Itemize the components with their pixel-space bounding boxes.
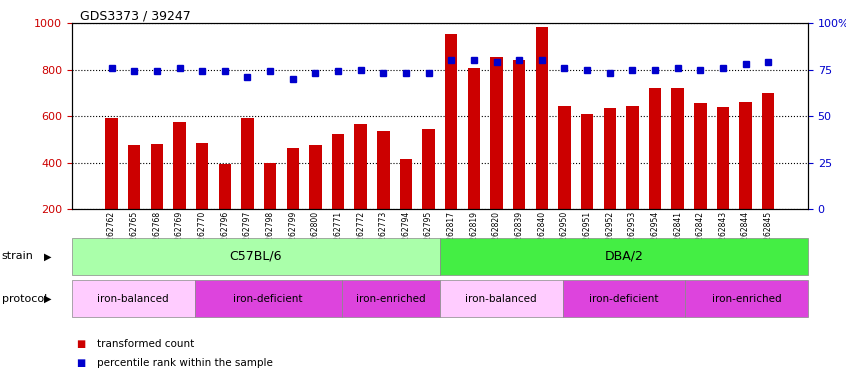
- Bar: [218, 164, 231, 209]
- Bar: [649, 88, 662, 209]
- Bar: [128, 144, 140, 209]
- Bar: [422, 129, 435, 209]
- Text: ▶: ▶: [44, 251, 51, 262]
- Bar: [106, 119, 118, 209]
- Bar: [626, 106, 639, 209]
- Bar: [468, 68, 481, 209]
- Bar: [672, 88, 684, 209]
- Bar: [603, 108, 616, 209]
- Bar: [264, 163, 277, 209]
- Bar: [287, 147, 299, 209]
- Text: strain: strain: [2, 251, 34, 262]
- Text: iron-deficient: iron-deficient: [233, 293, 303, 304]
- Bar: [173, 122, 186, 209]
- Bar: [241, 119, 254, 209]
- Bar: [354, 124, 367, 209]
- Text: iron-enriched: iron-enriched: [356, 293, 426, 304]
- Text: transformed count: transformed count: [97, 339, 195, 349]
- Bar: [558, 106, 571, 209]
- Text: ■: ■: [76, 358, 85, 368]
- Bar: [762, 93, 774, 209]
- Bar: [581, 114, 593, 209]
- Bar: [399, 159, 412, 209]
- Text: DBA/2: DBA/2: [605, 250, 643, 263]
- Bar: [196, 143, 208, 209]
- Bar: [332, 134, 344, 209]
- Bar: [513, 60, 525, 209]
- Text: iron-deficient: iron-deficient: [589, 293, 659, 304]
- Bar: [491, 57, 503, 209]
- Text: GDS3373 / 39247: GDS3373 / 39247: [80, 10, 191, 23]
- Text: percentile rank within the sample: percentile rank within the sample: [97, 358, 273, 368]
- Bar: [151, 144, 163, 209]
- Bar: [536, 26, 548, 209]
- Bar: [377, 131, 389, 209]
- Bar: [717, 107, 729, 209]
- Text: C57BL/6: C57BL/6: [229, 250, 283, 263]
- Bar: [694, 103, 706, 209]
- Bar: [309, 144, 321, 209]
- Bar: [739, 102, 752, 209]
- Text: iron-balanced: iron-balanced: [465, 293, 537, 304]
- Text: ▶: ▶: [44, 293, 51, 304]
- Bar: [445, 33, 458, 209]
- Text: protocol: protocol: [2, 293, 47, 304]
- Text: iron-enriched: iron-enriched: [711, 293, 782, 304]
- Text: iron-balanced: iron-balanced: [97, 293, 169, 304]
- Text: ■: ■: [76, 339, 85, 349]
